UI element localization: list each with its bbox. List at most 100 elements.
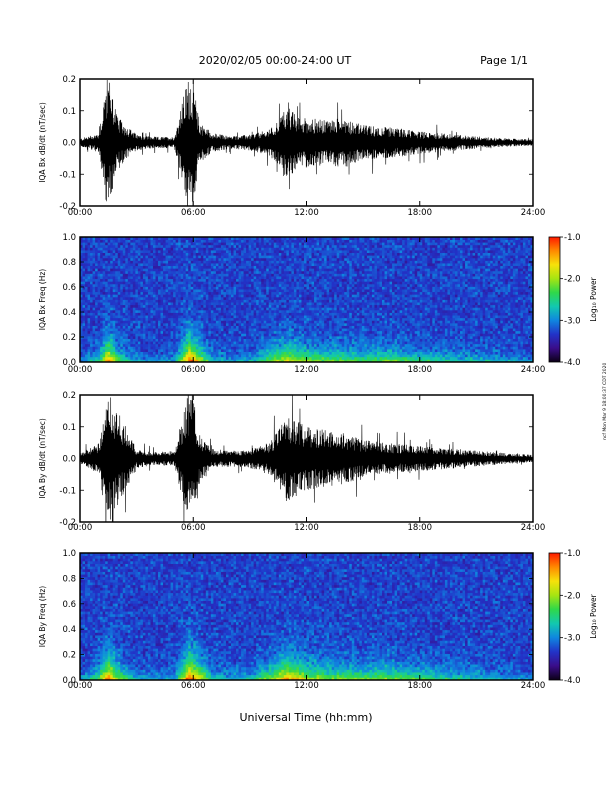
spectrogram-cell bbox=[293, 338, 297, 342]
spectrogram-cell bbox=[266, 346, 270, 350]
spectrogram-cell bbox=[190, 341, 194, 345]
spectrogram-cell bbox=[90, 257, 93, 261]
spectrogram-cell bbox=[170, 237, 174, 240]
spectrogram-cell bbox=[253, 343, 257, 347]
spectrogram-cell bbox=[178, 294, 182, 298]
spectrogram-cell bbox=[324, 265, 328, 269]
spectrogram-cell bbox=[281, 307, 285, 311]
spectrogram-cell bbox=[165, 309, 169, 313]
spectrogram-cell bbox=[288, 302, 292, 306]
spectrogram-cell bbox=[271, 315, 275, 319]
spectrogram-cell bbox=[163, 304, 166, 308]
spectrogram-cell bbox=[324, 346, 328, 350]
spectrogram-cell bbox=[155, 260, 159, 264]
spectrogram-cell bbox=[329, 359, 333, 363]
spectrogram-cell bbox=[97, 294, 101, 298]
spectrogram-cell bbox=[125, 333, 129, 337]
spectrogram-cell bbox=[213, 283, 217, 287]
spectrogram-cell bbox=[152, 239, 156, 243]
spectrogram-cell bbox=[102, 255, 106, 259]
spectrogram-cell bbox=[168, 281, 171, 285]
spectrogram-cell bbox=[152, 255, 156, 259]
spectrogram-cell bbox=[180, 299, 184, 303]
spectrogram-cell bbox=[87, 276, 91, 280]
spectrogram-cell bbox=[273, 299, 277, 303]
spectrogram-cell bbox=[168, 239, 171, 243]
spectrogram-cell bbox=[215, 328, 219, 332]
spectrogram-cell bbox=[241, 304, 244, 308]
y-tick-label: 0.1 bbox=[62, 107, 76, 117]
spectrogram-cell bbox=[112, 335, 116, 339]
spectrogram-cell bbox=[210, 239, 214, 243]
spectrogram-cell bbox=[291, 354, 295, 358]
spectrogram-cell bbox=[288, 328, 292, 332]
spectrogram-cell bbox=[87, 281, 91, 285]
spectrogram-cell bbox=[296, 268, 300, 272]
spectrogram-cell bbox=[309, 354, 312, 358]
spectrogram-cell bbox=[185, 341, 189, 345]
spectrogram-cell bbox=[336, 250, 340, 254]
spectrogram-cell bbox=[132, 281, 136, 285]
spectrogram-cell bbox=[228, 242, 232, 246]
spectrogram-cell bbox=[132, 343, 136, 347]
spectrogram-cell bbox=[319, 351, 322, 355]
spectrogram-cell bbox=[107, 283, 111, 287]
spectrogram-cell bbox=[215, 244, 219, 248]
spectrogram-cell bbox=[241, 252, 244, 256]
spectrogram-cell bbox=[215, 348, 219, 352]
spectrogram-cell bbox=[298, 273, 302, 277]
spectrogram-cell bbox=[238, 257, 242, 261]
spectrogram-cell bbox=[158, 252, 161, 256]
spectrogram-cell bbox=[200, 341, 204, 345]
spectrogram-cell bbox=[117, 270, 121, 274]
spectrogram-cell bbox=[170, 317, 174, 321]
spectrogram-cell bbox=[306, 294, 310, 298]
spectrogram-cell bbox=[331, 325, 335, 329]
spectrogram-cell bbox=[195, 343, 199, 347]
spectrogram-cell bbox=[193, 294, 197, 298]
spectrogram-cell bbox=[97, 250, 101, 254]
spectrogram-cell bbox=[180, 247, 184, 251]
spectrogram-cell bbox=[306, 341, 310, 345]
spectrogram-cell bbox=[135, 351, 139, 355]
spectrogram-cell bbox=[163, 351, 166, 355]
spectrogram-cell bbox=[283, 309, 287, 313]
spectrogram-cell bbox=[316, 335, 320, 339]
spectrogram-cell bbox=[137, 307, 141, 311]
spectrogram-cell bbox=[198, 338, 202, 342]
spectrogram-cell bbox=[120, 354, 124, 358]
spectrogram-cell bbox=[261, 356, 265, 360]
spectrogram-cell bbox=[220, 257, 224, 261]
spectrogram-cell bbox=[283, 239, 287, 243]
spectrogram-cell bbox=[329, 294, 333, 298]
spectrogram-cell bbox=[85, 335, 88, 339]
spectrogram-cell bbox=[263, 328, 267, 332]
spectrogram-cell bbox=[163, 286, 166, 290]
spectrogram-cell bbox=[175, 276, 179, 280]
spectrogram-cell bbox=[233, 356, 237, 360]
spectrogram-cell bbox=[326, 278, 330, 282]
spectrogram-cell bbox=[158, 317, 161, 321]
spectrogram-cell bbox=[263, 299, 267, 303]
spectrogram-cell bbox=[168, 341, 171, 345]
spectrogram-cell bbox=[173, 304, 177, 308]
spectrogram-cell bbox=[339, 335, 343, 339]
spectrogram-cell bbox=[185, 291, 189, 295]
spectrogram-cell bbox=[301, 239, 305, 243]
spectrogram-cell bbox=[130, 260, 134, 264]
spectrogram-cell bbox=[208, 299, 212, 303]
spectrogram-cell bbox=[130, 328, 134, 332]
spectrogram-cell bbox=[155, 356, 159, 360]
spectrogram-cell bbox=[210, 309, 214, 313]
spectrogram-cell bbox=[200, 359, 204, 363]
spectrogram-cell bbox=[82, 346, 86, 350]
spectrogram-cell bbox=[150, 348, 154, 352]
spectrogram-cell bbox=[223, 281, 227, 285]
spectrogram-cell bbox=[102, 242, 106, 246]
spectrogram-cell bbox=[276, 320, 280, 324]
spectrogram-cell bbox=[102, 328, 106, 332]
spectrogram-cell bbox=[95, 302, 99, 306]
spectrogram-cell bbox=[97, 286, 101, 290]
spectrogram-cell bbox=[92, 289, 96, 293]
spectrogram-cell bbox=[246, 250, 250, 254]
